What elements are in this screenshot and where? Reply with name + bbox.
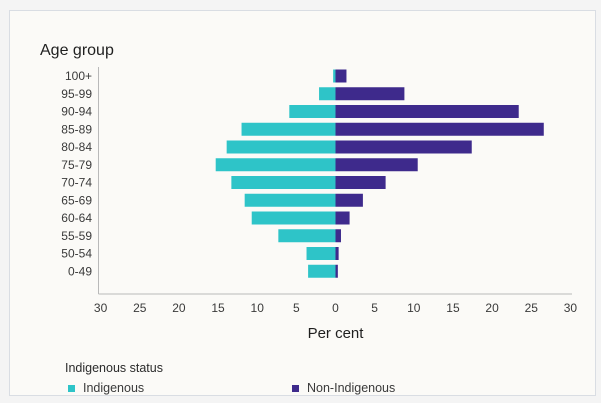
y-tick-label: 55-59	[61, 229, 92, 243]
bar-indigenous-95-99	[319, 87, 336, 101]
bar-non-indigenous-70-74	[335, 176, 386, 189]
bar-non-indigenous-100+	[335, 69, 347, 83]
y-tick-label: 80-84	[61, 140, 92, 154]
bar-indigenous-85-89	[241, 122, 336, 136]
legend-swatch-non-indigenous	[292, 384, 299, 392]
bar-indigenous-90-94	[289, 105, 336, 118]
bar-non-indigenous-75-79	[335, 158, 418, 172]
bar-non-indigenous-95-99	[335, 87, 405, 101]
y-tick-label: 85-89	[61, 122, 92, 136]
bar-indigenous-65-69	[244, 193, 336, 207]
legend-label-indigenous: Indigenous	[83, 381, 145, 395]
bar-indigenous-60-64	[251, 211, 336, 225]
y-tick-label: 75-79	[61, 158, 92, 172]
bar-non-indigenous-0-49	[335, 264, 338, 278]
y-tick-label: 90-94	[61, 105, 92, 119]
legend: Indigenous status Indigenous Non-Indigen…	[65, 361, 595, 403]
bar-non-indigenous-80-84	[335, 140, 472, 154]
bar-indigenous-55-59	[278, 229, 336, 243]
x-tick-label: 5	[293, 301, 300, 315]
legend-item-indigenous: Indigenous	[68, 381, 144, 395]
bar-non-indigenous-55-59	[335, 229, 341, 243]
x-tick-label: 20	[485, 301, 499, 315]
bar-non-indigenous-60-64	[335, 211, 350, 225]
x-tick-label: 15	[446, 301, 460, 315]
x-tick-label: 30	[94, 301, 108, 315]
chart-card: Age group 100+ 95-99 90-94 85-89 80-84 75-79 7…	[9, 10, 596, 396]
y-tick-label: 100+	[65, 69, 92, 83]
bar-indigenous-50-54	[306, 247, 336, 260]
x-tick-label: 20	[172, 301, 186, 315]
population-pyramid-chart: Age group 100+ 95-99 90-94 85-89 80-84 75-79 7…	[40, 42, 577, 342]
y-tick-label: 0-49	[68, 264, 92, 278]
bar-indigenous-70-74	[231, 176, 336, 189]
x-axis-title: Per cent	[308, 325, 365, 342]
x-tick-label: 10	[407, 301, 421, 315]
y-axis-title: Age group	[40, 42, 114, 59]
bar-indigenous-0-49	[308, 264, 336, 278]
legend-swatch-indigenous	[68, 384, 75, 392]
bar-non-indigenous-65-69	[335, 193, 363, 207]
bar-indigenous-75-79	[215, 158, 336, 172]
x-tick-label: 10	[251, 301, 265, 315]
x-tick-labels: 30 25 20 15 10 5 0 5 10 15 20 25 30	[94, 301, 577, 315]
x-tick-label: 5	[371, 301, 378, 315]
y-tick-labels: 100+ 95-99 90-94 85-89 80-84 75-79 70-74 65-69 6…	[61, 69, 92, 278]
legend-item-non-indigenous: Non-Indigenous	[292, 381, 395, 395]
y-tick-label: 65-69	[61, 193, 92, 207]
y-tick-label: 95-99	[61, 87, 92, 101]
legend-label-non-indigenous: Non-Indigenous	[307, 381, 396, 395]
bar-indigenous-80-84	[226, 140, 336, 154]
x-tick-label: 25	[525, 301, 539, 315]
x-tick-label: 30	[564, 301, 578, 315]
y-tick-label: 60-64	[61, 211, 92, 225]
bars-group	[215, 69, 544, 278]
bar-non-indigenous-50-54	[335, 247, 339, 260]
bar-non-indigenous-90-94	[335, 105, 519, 118]
y-tick-label: 50-54	[61, 247, 92, 261]
x-tick-label: 15	[211, 301, 225, 315]
x-tick-label: 0	[332, 301, 339, 315]
x-tick-label: 25	[133, 301, 147, 315]
legend-title: Indigenous status	[65, 361, 163, 375]
bar-indigenous-100+	[333, 69, 336, 83]
bar-non-indigenous-85-89	[335, 122, 544, 136]
y-tick-label: 70-74	[61, 176, 92, 190]
